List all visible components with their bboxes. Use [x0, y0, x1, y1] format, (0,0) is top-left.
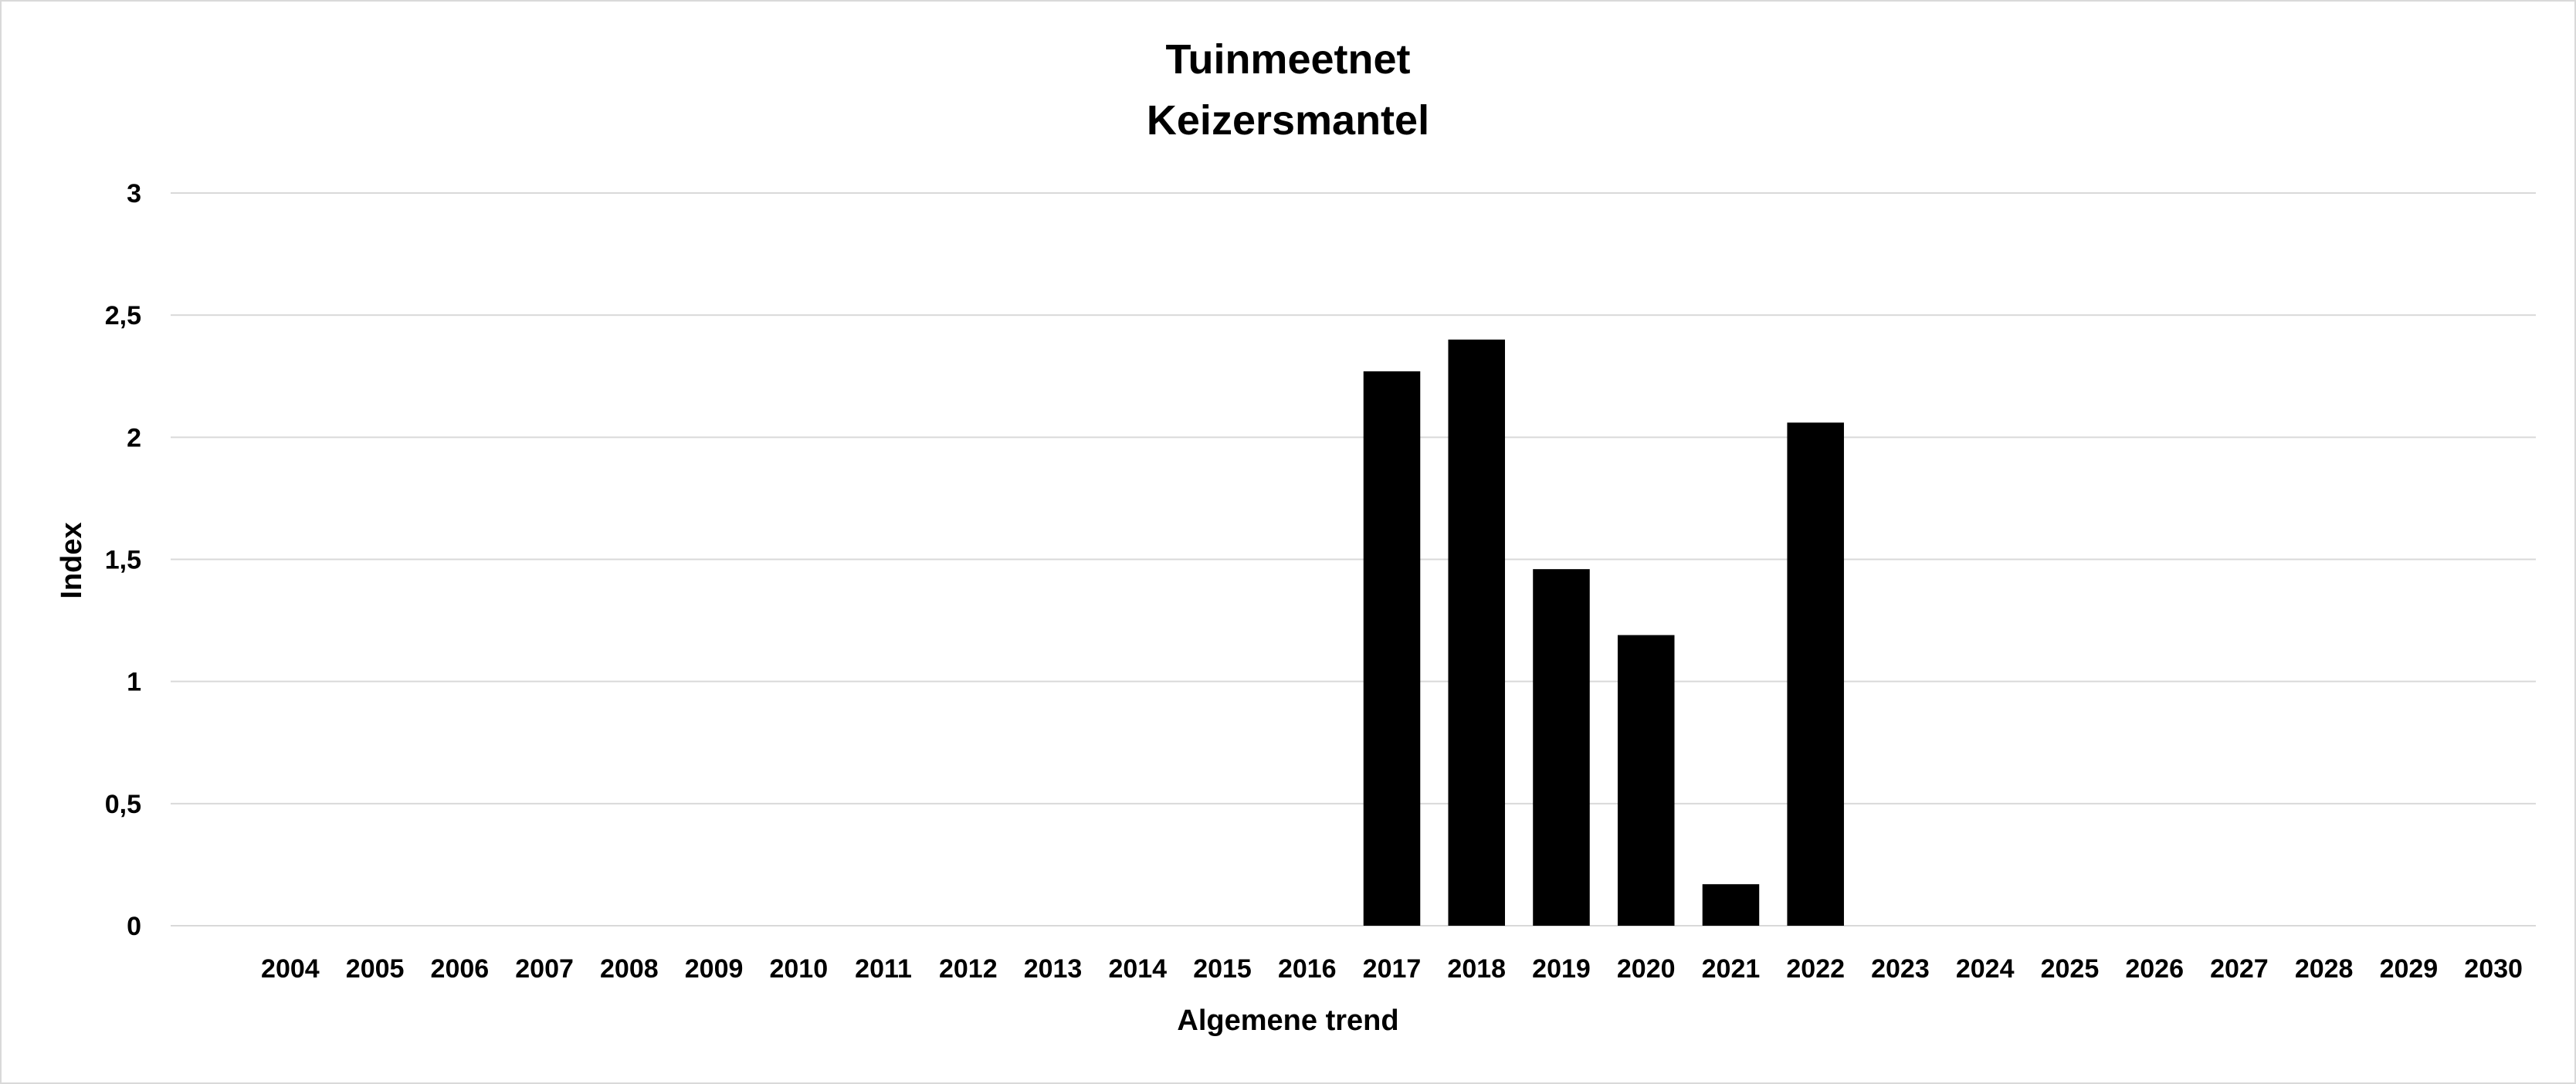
x-tick-label: 2015 [1193, 954, 1252, 984]
x-tick-label: 2012 [939, 954, 998, 984]
x-axis-ticks: 2004 2005 2006 2007 2008 2009 2010 2011 2012 2013… [261, 954, 2523, 984]
chart-subtitle: Keizersmantel [1147, 97, 1429, 144]
bars [1363, 339, 1844, 926]
x-tick-label: 2029 [2380, 954, 2439, 984]
x-tick-label: 2013 [1024, 954, 1083, 984]
x-tick-label: 2025 [2041, 954, 2100, 984]
x-tick-label: 2028 [2295, 954, 2354, 984]
y-tick-label: 0,5 [105, 790, 141, 819]
y-tick-label: 2,5 [105, 301, 141, 330]
y-tick-label: 1 [127, 668, 141, 697]
x-tick-label: 2019 [1532, 954, 1591, 984]
x-tick-label: 2007 [515, 954, 574, 984]
x-tick-label: 2027 [2210, 954, 2269, 984]
x-tick-label: 2009 [685, 954, 744, 984]
gridlines [171, 192, 2536, 926]
x-tick-label: 2022 [1786, 954, 1845, 984]
x-tick-label: 2011 [855, 954, 912, 984]
x-tick-label: 2014 [1108, 954, 1167, 984]
x-tick-label: 2024 [1956, 954, 2015, 984]
x-tick-label: 2008 [600, 954, 659, 984]
bar-2021 [1702, 884, 1760, 926]
y-tick-label: 1,5 [105, 546, 141, 575]
bar-2018 [1448, 339, 1506, 926]
x-tick-label: 2006 [431, 954, 490, 984]
x-tick-label: 2030 [2464, 954, 2523, 984]
y-axis-ticks: 0 0,5 1 1,5 2 2,5 3 [105, 179, 141, 941]
x-tick-label: 2026 [2125, 954, 2184, 984]
bar-2022 [1787, 422, 1844, 926]
bar-2017 [1363, 371, 1421, 926]
chart-title: Tuinmeetnet [1165, 36, 1410, 83]
x-tick-label: 2016 [1278, 954, 1337, 984]
bar-2019 [1533, 569, 1590, 926]
x-tick-label: 2018 [1447, 954, 1506, 984]
x-tick-label: 2005 [346, 954, 405, 984]
x-tick-label: 2004 [261, 954, 320, 984]
bar-2020 [1617, 635, 1675, 926]
y-tick-label: 0 [127, 912, 141, 941]
x-tick-label: 2010 [769, 954, 828, 984]
y-tick-label: 2 [127, 423, 141, 452]
x-tick-label: 2023 [1871, 954, 1930, 984]
x-tick-label: 2017 [1363, 954, 1422, 984]
x-tick-label: 2020 [1617, 954, 1676, 984]
x-tick-label: 2021 [1702, 954, 1761, 984]
x-axis-title: Algemene trend [1177, 1004, 1398, 1037]
y-axis-title: Index [56, 522, 88, 598]
y-tick-label: 3 [127, 179, 141, 208]
